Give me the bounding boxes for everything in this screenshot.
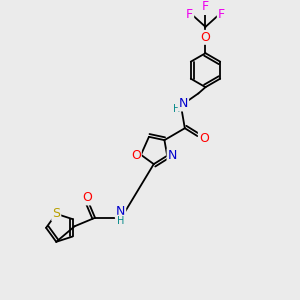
Text: N: N	[168, 149, 177, 162]
Text: S: S	[52, 207, 60, 220]
Text: N: N	[116, 205, 125, 218]
Text: O: O	[131, 149, 141, 162]
Text: F: F	[202, 0, 209, 13]
Text: O: O	[82, 191, 92, 204]
Text: H: H	[117, 216, 124, 226]
Text: O: O	[201, 31, 210, 44]
Text: N: N	[179, 98, 188, 110]
Text: H: H	[172, 104, 180, 114]
Text: O: O	[199, 132, 209, 145]
Text: F: F	[218, 8, 225, 21]
Text: F: F	[186, 8, 193, 21]
